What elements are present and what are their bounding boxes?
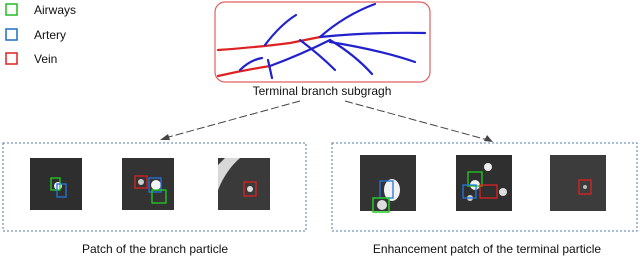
panel-caption: Patch of the branch particle — [82, 242, 228, 256]
subgraph-edges-part — [263, 13, 298, 47]
patch — [456, 155, 512, 211]
subgraph-edges-part — [266, 58, 274, 80]
subgraph-edges-part — [298, 38, 337, 72]
patch-part — [467, 171, 483, 187]
legend-label: Airways — [34, 3, 76, 17]
patch-part — [151, 180, 161, 190]
patch-part — [247, 186, 253, 192]
subgraph-edges-part — [318, 2, 377, 39]
legend-swatch — [5, 28, 18, 41]
subgraph-edges-part — [328, 40, 417, 64]
patch-part — [56, 183, 67, 198]
patch-part — [384, 179, 400, 201]
patch — [122, 158, 174, 210]
patch-part — [151, 189, 167, 204]
legend-swatch — [5, 3, 18, 16]
patch — [550, 155, 606, 211]
patch-part — [456, 155, 512, 211]
patch-part — [499, 188, 507, 196]
legend-label: Artery — [34, 28, 66, 42]
patch-part — [243, 181, 257, 197]
panel-caption: Enhancement patch of the terminal partic… — [373, 242, 601, 256]
patch-part — [122, 158, 174, 210]
patch — [30, 158, 82, 210]
subgraph-edges-part — [268, 38, 332, 68]
subgraph-caption: Terminal branch subgragh — [253, 84, 392, 98]
arrows-part — [344, 100, 489, 141]
patch — [218, 158, 270, 210]
patch — [360, 155, 416, 213]
patch-part — [550, 155, 606, 211]
arrows — [164, 100, 489, 141]
arrows-part — [164, 100, 301, 139]
arrow-head — [484, 135, 493, 142]
subgraph-edges-part — [216, 35, 322, 52]
subgraph-edges-part — [238, 56, 264, 72]
patch-part — [578, 179, 592, 195]
subgraph-edges-part — [318, 31, 427, 39]
subgraph-edges — [216, 2, 427, 80]
patch-part — [583, 185, 587, 189]
legend-swatch — [5, 52, 18, 65]
subgraph-edges-part — [216, 64, 272, 78]
patch-part — [377, 200, 387, 210]
patch-part — [148, 177, 162, 193]
patch-part — [479, 184, 498, 199]
legend-label: Vein — [34, 52, 57, 66]
patch-part — [372, 197, 390, 213]
panel-box — [2, 142, 307, 232]
patch-part — [138, 179, 144, 185]
patch-part — [218, 158, 240, 210]
patch-part — [134, 175, 148, 189]
patch-part — [462, 184, 477, 199]
patch-part — [484, 163, 492, 171]
panel-box — [331, 142, 638, 232]
arrow-head — [160, 134, 170, 140]
patch-part — [54, 182, 62, 190]
